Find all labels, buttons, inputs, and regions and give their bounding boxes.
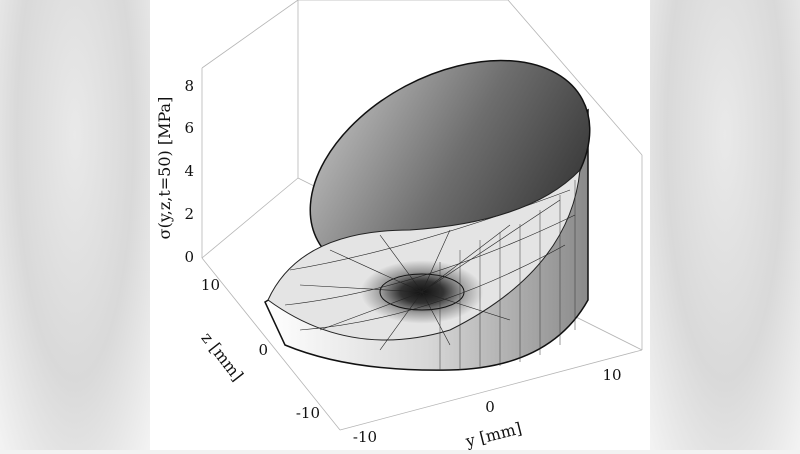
depth-tick-label: 0 [258, 341, 268, 359]
wall-hatching [439, 180, 576, 370]
plot-panel: 0 2 4 6 8 σ(y,z,t=50) [MPa] 10 0 -10 z [… [150, 0, 650, 451]
right-blur-background [650, 0, 800, 450]
depth-axis-label: z [mm] [198, 329, 248, 385]
z-tick-label: 6 [184, 119, 194, 137]
z-tick-label: 8 [184, 77, 194, 95]
y-tick-label: 0 [485, 398, 495, 416]
z-axis: 0 2 4 6 8 σ(y,z,t=50) [MPa] [155, 77, 194, 266]
y-tick-label: -10 [353, 428, 377, 446]
stress-surface [264, 59, 591, 371]
mesh-lines [284, 189, 576, 351]
z-axis-label: σ(y,z,t=50) [MPa] [155, 97, 174, 240]
z-tick-label: 2 [184, 205, 194, 223]
depth-tick-label: -10 [296, 404, 320, 422]
z-tick-label: 0 [184, 248, 194, 266]
z-tick-label: 4 [184, 162, 194, 180]
left-blur-background [0, 0, 150, 450]
depth-tick-label: 10 [201, 276, 220, 294]
y-tick-label: 10 [602, 366, 621, 384]
y-axis: -10 0 10 y [mm] [353, 366, 622, 451]
surface-plot: 0 2 4 6 8 σ(y,z,t=50) [MPa] 10 0 -10 z [… [155, 0, 643, 451]
y-axis-label: y [mm] [463, 419, 524, 450]
